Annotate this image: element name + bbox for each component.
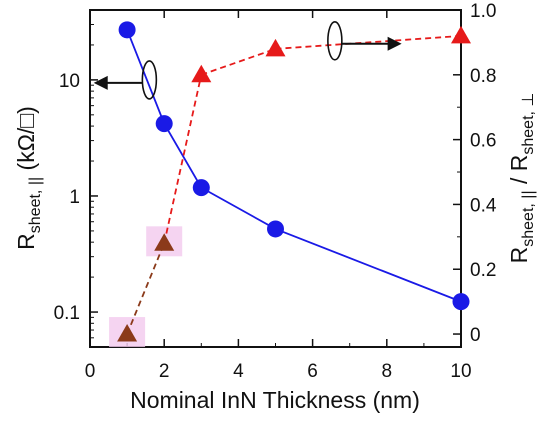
series-ratio-point (191, 64, 212, 83)
left-tick-label: 10 (59, 71, 80, 92)
series-ratio-segment (201, 48, 276, 76)
x-axis-title: Nominal InN Thickness (nm) (130, 387, 420, 413)
right-tick-label: 1.0 (470, 1, 496, 22)
right-tick-label: 0.6 (470, 131, 496, 152)
right-tick-label: 0.2 (470, 260, 496, 281)
series-resistance-point (192, 179, 210, 197)
series-resistance-point (452, 293, 470, 311)
series-ratio-point (265, 38, 286, 57)
left-tick-label: 1 (69, 187, 80, 208)
x-tick-label: 10 (450, 361, 471, 382)
series-resistance-point (267, 220, 284, 238)
x-tick-label: 0 (85, 361, 96, 382)
right-tick-label: 0 (470, 325, 481, 346)
plot-frame (89, 9, 462, 348)
series-ratio-point (117, 324, 138, 342)
axis-indicator-arrow-head (387, 36, 402, 51)
series-ratio-segment (163, 74, 203, 244)
x-tick-label: 8 (382, 361, 393, 382)
axis-indicator-ellipse (141, 60, 158, 100)
right-axis-title: Rsheet, || / Rsheet, ⊥ (506, 93, 537, 264)
left-axis-title: Rsheet, || (kΩ/□) (13, 106, 44, 250)
x-tick-label: 4 (233, 361, 244, 382)
right-tick-label: 0.8 (470, 66, 496, 87)
series-resistance-line (126, 29, 462, 303)
axis-indicator-arrow-head (93, 75, 108, 90)
x-tick-label: 2 (159, 361, 170, 382)
axis-indicator-ellipse (327, 20, 343, 61)
series-ratio-segment (275, 35, 462, 50)
series-resistance-point (155, 115, 173, 133)
left-tick-label: 0.1 (54, 303, 80, 324)
right-tick-label: 0.4 (470, 195, 497, 216)
series-ratio-point (154, 233, 175, 251)
x-tick-label: 6 (307, 361, 318, 382)
series-resistance-point (118, 21, 136, 39)
series-ratio-segment (126, 242, 166, 335)
series-ratio-point (451, 25, 471, 44)
